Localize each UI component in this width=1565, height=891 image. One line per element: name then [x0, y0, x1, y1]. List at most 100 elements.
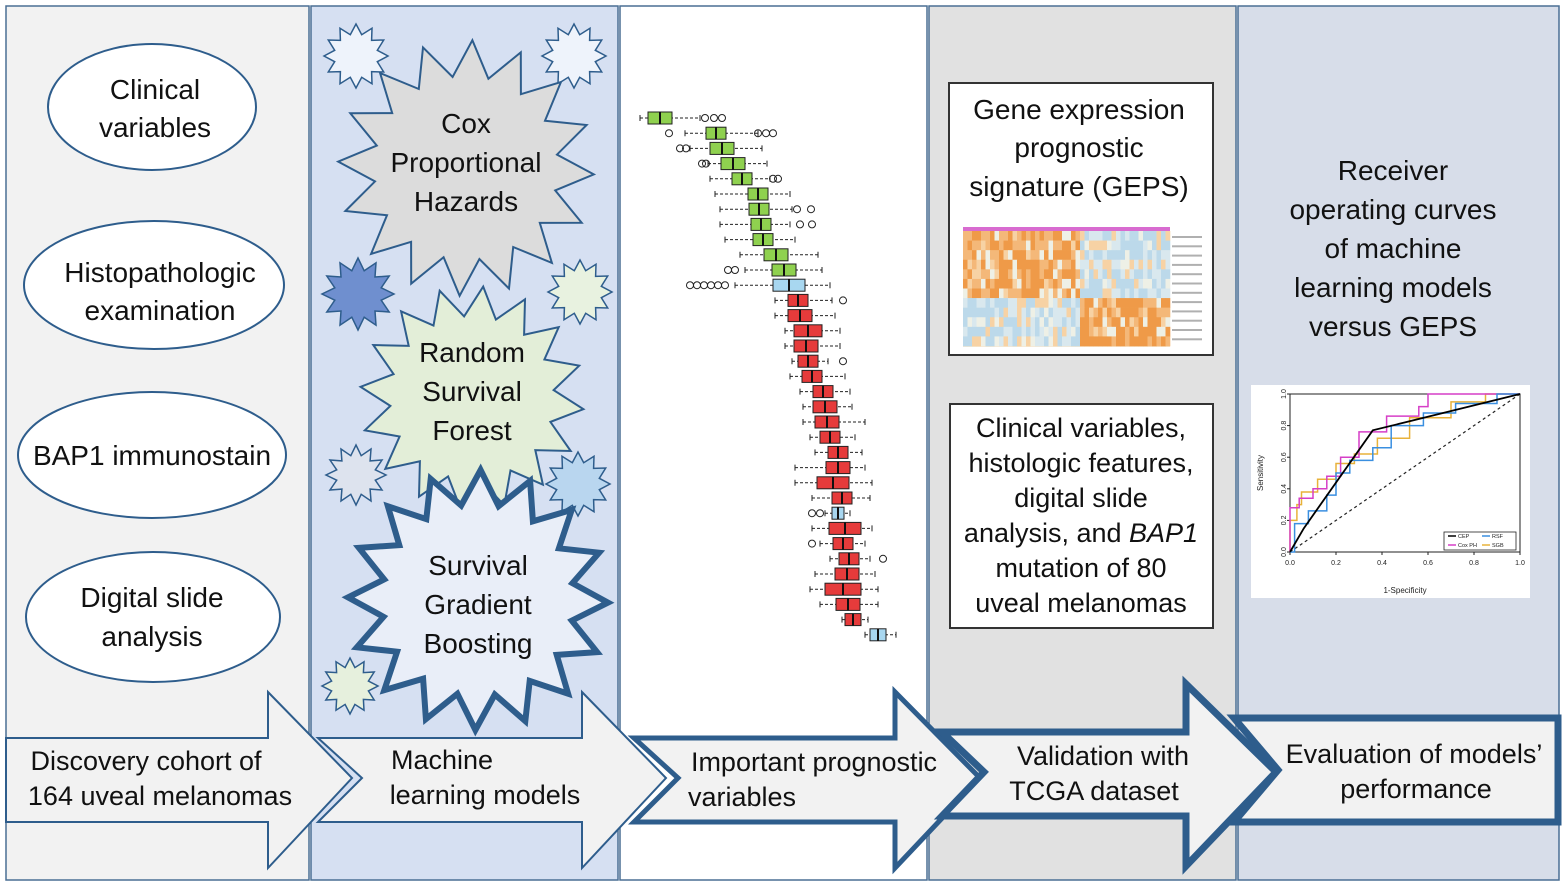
- heatmap-cell: [994, 288, 1000, 299]
- roc-title-line-5: versus GEPS: [1309, 311, 1477, 342]
- heatmap-cell: [1066, 259, 1072, 270]
- boxplot-row-24: [794, 461, 866, 475]
- heatmap-cell: [1129, 288, 1135, 299]
- heatmap-cell: [981, 259, 986, 270]
- roc-y-tick-label: 1.0: [1281, 389, 1288, 399]
- heatmap-cell: [976, 288, 982, 299]
- model-sgb-line-2: Gradient: [424, 589, 532, 620]
- heatmap-cell: [1093, 288, 1099, 299]
- heatmap-cell: [1089, 240, 1094, 251]
- heatmap-cell: [1026, 269, 1031, 280]
- step-1-line-1: Discovery cohort of: [30, 746, 262, 776]
- heatmap-cell: [1071, 269, 1076, 280]
- heatmap-cell: [1138, 231, 1144, 241]
- heatmap-cell: [1026, 317, 1031, 328]
- heatmap-cell: [1143, 231, 1148, 241]
- heatmap-cell: [1093, 231, 1099, 241]
- boxplot-outlier: [702, 159, 710, 168]
- heatmap-cell: [1030, 317, 1036, 328]
- heatmap-cell: [1138, 336, 1144, 347]
- heatmap-row-label: [1172, 329, 1202, 331]
- heatmap-cell: [1134, 231, 1139, 241]
- heatmap-cell: [967, 240, 973, 251]
- heatmap-cell: [1039, 298, 1045, 308]
- boxplot-row-4: [698, 157, 768, 171]
- roc-y-tick-label: 0.6: [1281, 452, 1288, 462]
- heatmap-cell: [1075, 307, 1081, 318]
- heatmap-cell: [1107, 259, 1112, 270]
- heatmap-cell: [1075, 336, 1081, 347]
- heatmap-cell: [1012, 231, 1018, 241]
- heatmap-cell: [1120, 288, 1126, 299]
- heatmap-cell: [1089, 307, 1094, 318]
- heatmap-cell: [999, 278, 1004, 289]
- heatmap-cell: [1053, 336, 1058, 347]
- heatmap-cell: [1048, 298, 1054, 308]
- heatmap-cell: [1066, 317, 1072, 328]
- step-arrows: [5, 675, 1562, 875]
- heatmap-cell: [1143, 317, 1148, 328]
- heatmap-cell: [1039, 288, 1045, 299]
- heatmap-cell: [1080, 278, 1085, 289]
- heatmap-cell: [967, 269, 973, 280]
- heatmap-cell: [1156, 259, 1162, 270]
- heatmap-row-label: [1172, 254, 1202, 257]
- heatmap-cell: [1030, 278, 1036, 289]
- heatmap-cell: [1138, 307, 1144, 318]
- heatmap-cell: [1102, 259, 1108, 270]
- heatmap-cell: [1161, 307, 1166, 318]
- heatmap-cell: [1057, 250, 1063, 261]
- heatmap-cell: [1147, 288, 1153, 299]
- heatmap-cell: [1116, 326, 1121, 337]
- boxplot-row-15: [784, 324, 841, 338]
- heatmap-cell: [999, 250, 1004, 261]
- heatmap-cell: [1039, 231, 1045, 241]
- heatmap-cell: [1008, 269, 1013, 280]
- boxplot-row-18: [789, 369, 846, 383]
- boxplot-outlier: [793, 205, 801, 214]
- heatmap-cell: [990, 259, 995, 270]
- heatmap-cell: [972, 278, 977, 289]
- heatmap-cell: [1066, 250, 1072, 261]
- heatmap-cell: [1044, 336, 1049, 347]
- heatmap-cell: [1012, 298, 1018, 308]
- validation-line-4-text: analysis, and: [964, 518, 1129, 548]
- heatmap-cell: [1062, 326, 1067, 337]
- heatmap-cell: [1008, 288, 1013, 299]
- heatmap-cell: [1089, 250, 1094, 261]
- heatmap-cell: [1111, 259, 1117, 270]
- heatmap-cell: [1044, 298, 1049, 308]
- heatmap-cell: [1134, 269, 1139, 280]
- heatmap-cell: [1156, 298, 1162, 308]
- heatmap-cell: [994, 336, 1000, 347]
- heatmap-cell: [1089, 231, 1094, 241]
- arrow-step-3: [627, 685, 984, 875]
- heatmap-cell: [1003, 288, 1009, 299]
- heatmap-cell: [1084, 240, 1090, 251]
- heatmap-cell: [1147, 336, 1153, 347]
- heatmap-cell: [1116, 307, 1121, 318]
- heatmap-cell: [1084, 259, 1090, 270]
- heatmap-cell: [1093, 259, 1099, 270]
- heatmap-cell: [1152, 317, 1157, 328]
- roc-legend-label: RSF: [1492, 534, 1504, 540]
- heatmap-cell: [963, 259, 968, 270]
- heatmap-cell: [1165, 250, 1171, 261]
- heatmap-cell: [1129, 326, 1135, 337]
- heatmap-cell: [1075, 269, 1081, 280]
- heatmap-cell: [1035, 250, 1040, 261]
- heatmap-cell: [1053, 288, 1058, 299]
- model-rsf-line-2: Survival: [422, 376, 522, 407]
- heatmap-cell: [1161, 278, 1166, 289]
- heatmap-cell: [985, 250, 991, 261]
- heatmap-cell: [972, 298, 977, 308]
- heatmap-cell: [990, 326, 995, 337]
- step-2-line-1: Machine: [391, 745, 493, 775]
- heatmap-cell: [1057, 307, 1063, 318]
- heatmap-cell: [1084, 250, 1090, 261]
- model-sgb-line-3: Boosting: [424, 628, 533, 659]
- heatmap-cell: [1102, 336, 1108, 347]
- heatmap-cell: [1071, 326, 1076, 337]
- heatmap-cell: [1111, 317, 1117, 328]
